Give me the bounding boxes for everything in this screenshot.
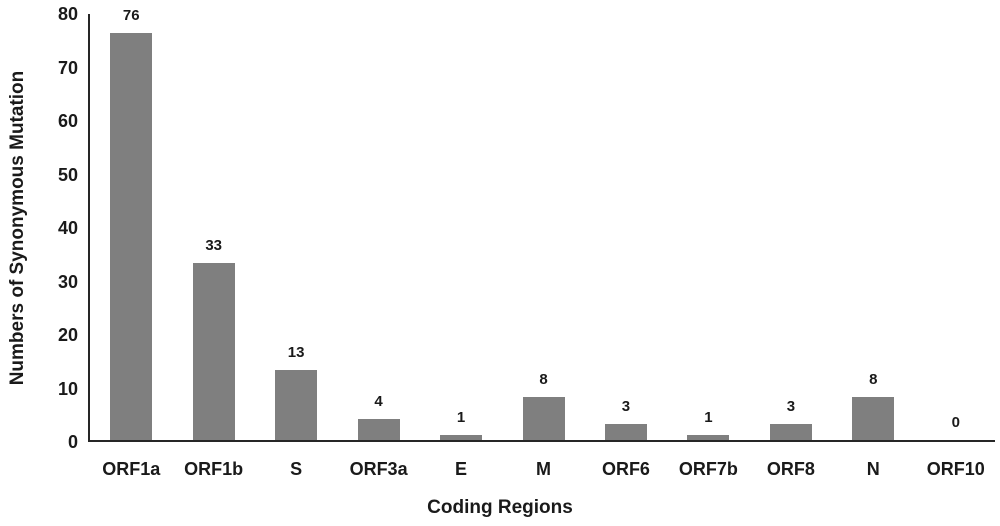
- category-label-orf10: ORF10: [926, 459, 985, 479]
- bar-value-label: 3: [786, 397, 796, 415]
- category-label-orf8: ORF8: [766, 459, 815, 479]
- category-label-orf3a: ORF3a: [349, 459, 408, 479]
- y-tick-label: 60: [57, 111, 78, 131]
- y-tick-label: 10: [57, 378, 78, 399]
- bar-value-label: 1: [704, 408, 713, 426]
- bar-value-label: 0: [951, 414, 960, 431]
- y-tick-label: 50: [57, 164, 78, 185]
- y-tick-label: 30: [57, 271, 78, 292]
- y-tick-label: 80: [57, 4, 78, 24]
- bar-value-label: 1: [456, 408, 466, 426]
- category-label-m: M: [535, 459, 551, 479]
- bar-n: [852, 397, 895, 440]
- bar-value-label: 13: [287, 344, 305, 362]
- bar-value-label: 76: [122, 7, 140, 25]
- y-tick-label: 0: [67, 432, 78, 452]
- bar-value-label: 8: [869, 371, 878, 389]
- category-label-s: S: [290, 459, 303, 479]
- y-tick-label: 70: [57, 57, 78, 78]
- x-axis-category-labels: ORF1a ORF1b S ORF3a E M ORF6 ORF7b ORF8 N ORF10: [90, 456, 997, 482]
- category-label-orf7b: ORF7b: [678, 459, 738, 479]
- bar-orf1a: [110, 33, 153, 440]
- bar-m: [522, 397, 565, 440]
- bar-orf1b: [192, 263, 235, 440]
- bar-e: [440, 434, 483, 440]
- bar-value-label: 33: [205, 237, 223, 255]
- y-tick-label: 40: [57, 218, 78, 238]
- x-axis-title: Coding Regions: [427, 497, 573, 518]
- bar-value-label: 8: [539, 371, 548, 389]
- bar-value-label: 3: [621, 397, 631, 415]
- category-label-orf1b: ORF1b: [184, 459, 244, 479]
- category-label-e: E: [455, 459, 468, 479]
- bar-orf6: [604, 423, 647, 440]
- category-label-orf1a: ORF1a: [102, 459, 161, 479]
- bar-value-label: 4: [374, 392, 383, 410]
- category-label-n: N: [866, 459, 880, 479]
- bar-orf3a: [357, 418, 400, 440]
- plot-area: 76 33 13 4 1 8 3 1 3 8 0: [88, 7, 995, 442]
- bar-s: [275, 370, 318, 440]
- bar-orf7b: [687, 434, 730, 440]
- bar-orf8: [769, 423, 812, 440]
- category-label-orf6: ORF6: [601, 459, 650, 479]
- y-tick-label: 20: [57, 325, 78, 345]
